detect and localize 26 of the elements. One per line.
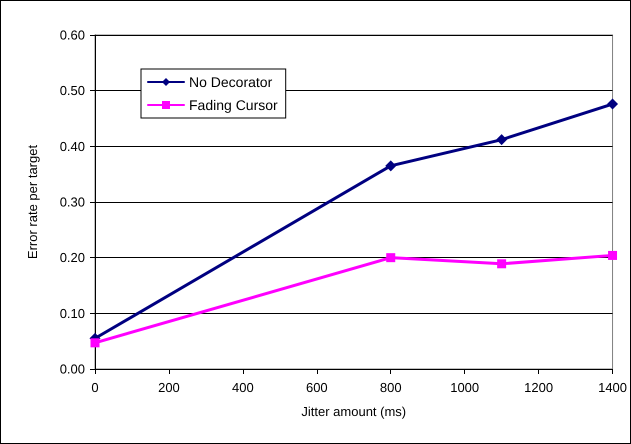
point — [90, 338, 100, 348]
point — [385, 160, 396, 172]
x-tick-label: 1200 — [524, 380, 554, 395]
legend-label: Fading Cursor — [189, 97, 278, 113]
x-tick-label: 200 — [158, 380, 180, 395]
x-axis-title: Jitter amount (ms) — [301, 404, 406, 419]
x-tick-label: 0 — [91, 380, 99, 395]
point — [496, 134, 508, 146]
x-tick-label: 600 — [306, 380, 328, 395]
legend-label: No Decorator — [189, 74, 273, 90]
point — [608, 250, 618, 260]
x-tick-label: 400 — [232, 380, 254, 395]
y-tick-label: 0.30 — [60, 194, 85, 210]
y-axis-title: Error rate per target — [25, 144, 40, 260]
y-tick-label: 0.10 — [60, 306, 85, 321]
x-tick-label: 800 — [380, 380, 402, 395]
y-tick-label: 0.00 — [60, 362, 85, 376]
point — [497, 259, 506, 268]
x-tick-label: 1400 — [598, 380, 627, 395]
y-tick-label: 0.60 — [60, 28, 85, 42]
point — [386, 253, 396, 262]
y-tick-label: 0.20 — [60, 250, 85, 266]
y-tick-label: 0.40 — [60, 138, 85, 154]
y-tick-label: 0.50 — [60, 83, 85, 98]
point — [607, 98, 618, 110]
x-tick-label: 1000 — [450, 380, 480, 395]
